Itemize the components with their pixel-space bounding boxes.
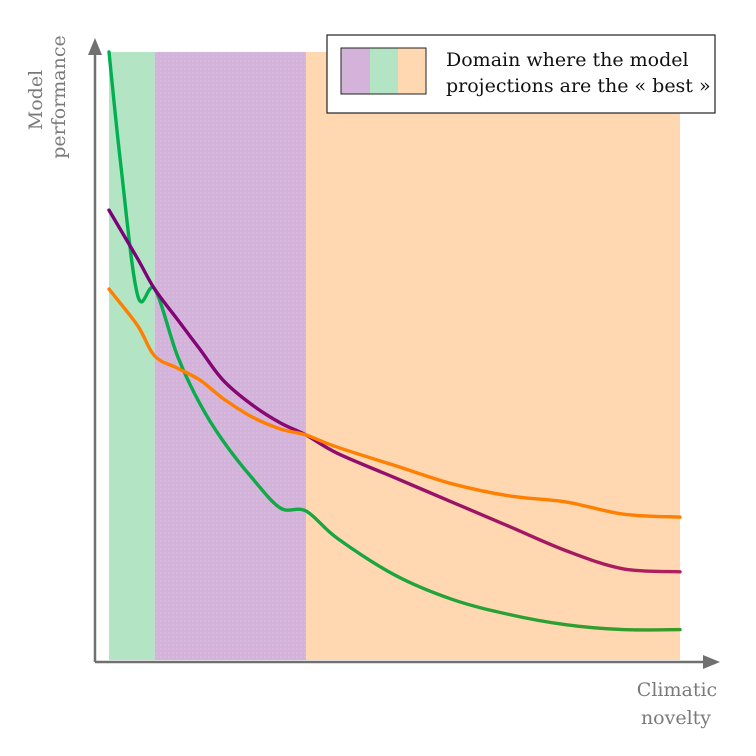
orange-curve bbox=[107, 287, 682, 519]
x-axis-label-line-2: novelty bbox=[641, 707, 711, 729]
legend-text-line-1: Domain where the model bbox=[446, 49, 689, 71]
legend-swatch-outline bbox=[340, 47, 427, 95]
legend-text-line-2: projections are the « best » bbox=[446, 75, 711, 97]
legend-swatch-purple bbox=[341, 48, 370, 94]
x-axis-label: Climatic novelty bbox=[637, 679, 723, 729]
y-axis-label-line-2: performance bbox=[48, 35, 70, 159]
y-axis-arrow-icon bbox=[88, 38, 102, 55]
y-axis-label-line-1: Model bbox=[25, 70, 47, 130]
x-axis-label-line-1: Climatic bbox=[637, 679, 717, 701]
performance-curves bbox=[107, 50, 682, 632]
green-curve bbox=[107, 50, 682, 632]
y-axis-label: Model performance bbox=[25, 35, 70, 159]
axes bbox=[88, 38, 720, 669]
band-green bbox=[109, 52, 155, 660]
x-axis-arrow-icon bbox=[703, 655, 720, 669]
legend-swatch-orange bbox=[398, 48, 426, 94]
purple-curve bbox=[107, 208, 682, 574]
legend: Domain where the model projections are t… bbox=[326, 34, 716, 114]
domain-bands bbox=[109, 52, 680, 660]
legend-text: Domain where the model projections are t… bbox=[446, 49, 711, 97]
band-purple-texture bbox=[154, 52, 306, 660]
legend-swatch-green bbox=[370, 48, 398, 94]
